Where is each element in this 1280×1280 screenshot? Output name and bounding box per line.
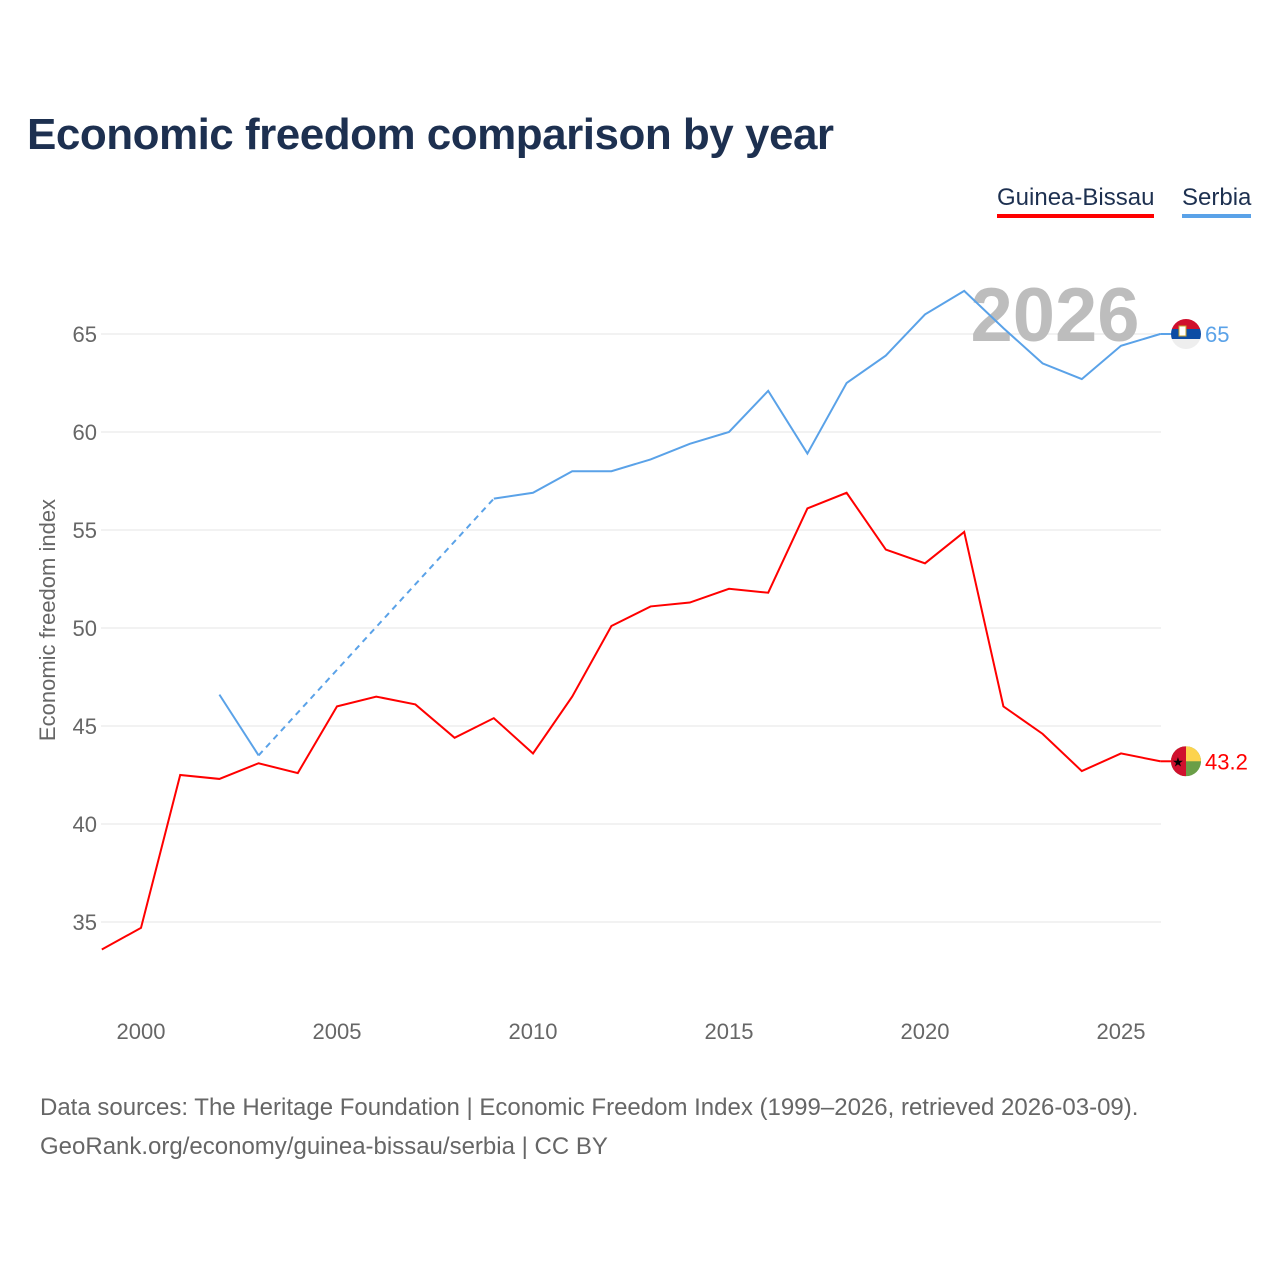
chart-title: Economic freedom comparison by year: [27, 110, 834, 159]
x-tick-label: 2015: [705, 1019, 754, 1044]
series-gap-serbia: [257, 497, 495, 757]
year-watermark: 2026: [970, 273, 1139, 358]
x-tick-label: 2010: [509, 1019, 558, 1044]
legend-serbia[interactable]: Serbia: [1182, 184, 1252, 218]
y-tick-label: 60: [73, 420, 97, 445]
footer: Data sources: The Heritage Foundation | …: [40, 1088, 1138, 1166]
legend-guinea-bissau[interactable]: Guinea-Bissau: [997, 184, 1155, 218]
series-line-serbia: [218, 694, 260, 756]
serbia-flag-icon: [1171, 319, 1201, 349]
x-tick-label: 2025: [1097, 1019, 1146, 1044]
flag-red: [1171, 746, 1186, 777]
flag-star: ★: [1172, 754, 1184, 769]
y-tick-label: 55: [73, 518, 97, 543]
y-tick-label: 45: [73, 714, 97, 739]
x-tick-label: 2005: [313, 1019, 362, 1044]
flag-emblem: [1178, 325, 1187, 337]
x-tick-label: 2020: [901, 1019, 950, 1044]
y-tick-label: 50: [73, 616, 97, 641]
end-value-label: 43.2: [1205, 749, 1248, 774]
series-line-guinea-bissau: [101, 491, 1161, 951]
source-link[interactable]: GeoRank.org/economy/guinea-bissau/serbia…: [40, 1133, 608, 1160]
flag-yellow: [1186, 746, 1201, 762]
series-line-serbia: [493, 289, 1161, 500]
y-axis-label: Economic freedom index: [35, 499, 60, 741]
y-tick-label: 40: [73, 812, 97, 837]
data-sources: Data sources: The Heritage Foundation | …: [40, 1094, 1139, 1121]
guinea-bissau-flag-icon: ★: [1171, 746, 1201, 777]
flag-white: [1171, 339, 1201, 349]
x-tick-label: 2000: [117, 1019, 166, 1044]
end-value-label: 65: [1205, 322, 1229, 347]
flag: [1171, 319, 1201, 349]
flag: ★: [1171, 746, 1201, 777]
y-tick-label: 35: [73, 910, 97, 935]
flag-red: [1171, 319, 1201, 329]
y-tick-label: 65: [73, 322, 97, 347]
